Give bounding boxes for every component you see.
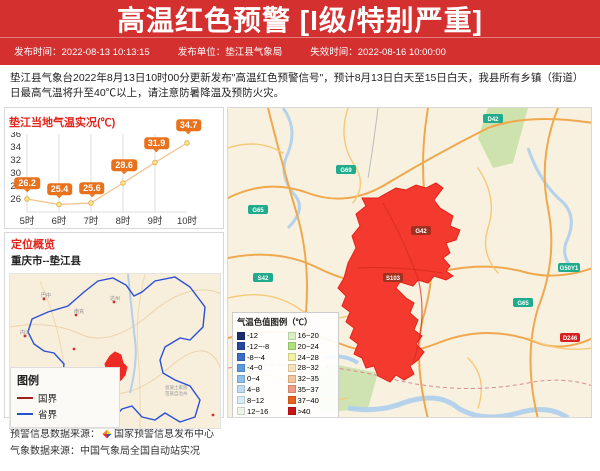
svg-text:8时: 8时 [116,215,131,227]
svg-text:S103: S103 [386,276,401,282]
svg-text:G65: G65 [517,301,529,307]
svg-text:南充: 南充 [74,308,84,315]
svg-text:巴中: 巴中 [41,292,51,299]
svg-text:32: 32 [10,155,21,166]
svg-text:36: 36 [10,132,21,140]
svg-text:7时: 7时 [84,215,99,227]
svg-text:6时: 6时 [52,215,67,227]
svg-text:10时: 10时 [177,215,198,227]
svg-text:G69: G69 [340,168,352,174]
svg-text:恩施土家族: 恩施土家族 [165,384,188,391]
svg-text:内江: 内江 [20,329,30,336]
svg-text:26: 26 [10,194,21,205]
svg-text:达州: 达州 [110,295,120,302]
svg-text:34: 34 [10,142,21,153]
svg-text:9时: 9时 [148,215,163,227]
svg-text:G50Y1: G50Y1 [560,266,579,272]
svg-text:5时: 5时 [20,215,35,227]
svg-text:G42: G42 [415,229,427,235]
svg-text:苗族自治州: 苗族自治州 [165,390,188,397]
svg-text:G65: G65 [252,208,264,214]
svg-text:S42: S42 [258,276,269,282]
svg-text:D42: D42 [487,117,499,123]
svg-text:D246: D246 [563,336,578,342]
